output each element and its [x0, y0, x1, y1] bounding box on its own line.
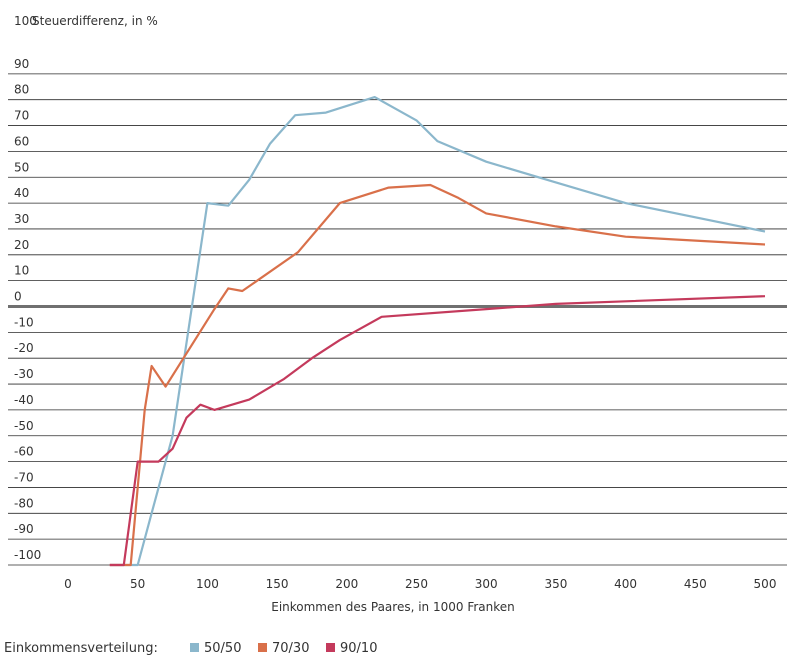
legend: Einkommensverteilung: 50/50 70/30 90/10	[4, 641, 377, 656]
y-tick-label: 40	[14, 186, 29, 200]
y-tick-label: 30	[14, 212, 29, 226]
y-axis-ticks: 1009080706050403020100-10-20-30-40-50-60…	[14, 14, 41, 562]
y-tick-label: -60	[14, 445, 34, 459]
y-tick-label: 20	[14, 238, 29, 252]
y-tick-label: 60	[14, 134, 29, 148]
x-tick-label: 150	[266, 577, 289, 591]
legend-item-label: 50/50	[204, 641, 241, 656]
grid-lines	[8, 73, 787, 566]
y-tick-label: 80	[14, 83, 29, 97]
x-tick-label: 450	[684, 577, 707, 591]
y-tick-label: -100	[14, 548, 41, 562]
x-tick-label: 300	[475, 577, 498, 591]
y-tick-label: -20	[14, 341, 34, 355]
series-lines	[109, 96, 766, 567]
legend-item-label: 70/30	[272, 641, 309, 656]
y-tick-label: -80	[14, 496, 34, 510]
y-tick-label: 0	[14, 290, 22, 304]
legend-swatch	[258, 643, 267, 652]
y-tick-label: -40	[14, 393, 34, 407]
y-tick-label: 50	[14, 160, 29, 174]
series-line-70-30	[109, 183, 766, 567]
legend-swatch	[190, 643, 199, 652]
y-tick-label: -90	[14, 522, 34, 536]
legend-title: Einkommensverteilung:	[4, 641, 158, 656]
x-tick-label: 250	[405, 577, 428, 591]
y-tick-label: 70	[14, 109, 29, 123]
x-tick-label: 100	[196, 577, 219, 591]
x-tick-label: 350	[544, 577, 567, 591]
y-tick-label: -30	[14, 367, 34, 381]
x-axis-label: Einkommen des Paares, in 1000 Franken	[271, 600, 515, 614]
x-tick-label: 500	[754, 577, 777, 591]
y-tick-label: 90	[14, 57, 29, 71]
x-tick-label: 400	[614, 577, 637, 591]
y-tick-label: 10	[14, 264, 29, 278]
series-line-50-50	[109, 96, 766, 567]
y-tick-label: -10	[14, 315, 34, 329]
legend-item-label: 90/10	[340, 641, 377, 656]
y-tick-label: 100	[14, 14, 37, 28]
x-tick-label: 200	[335, 577, 358, 591]
x-tick-label: 0	[64, 577, 72, 591]
y-tick-label: -50	[14, 419, 34, 433]
x-axis-ticks: 0 50 100 150 200 250 300 350 400 450 500	[64, 577, 776, 591]
legend-swatch	[326, 643, 335, 652]
x-tick-label: 50	[130, 577, 145, 591]
chart-title: Steuerdifferenz, in %	[32, 14, 158, 28]
series-line-90-10	[109, 295, 766, 567]
y-tick-label: -70	[14, 470, 34, 484]
